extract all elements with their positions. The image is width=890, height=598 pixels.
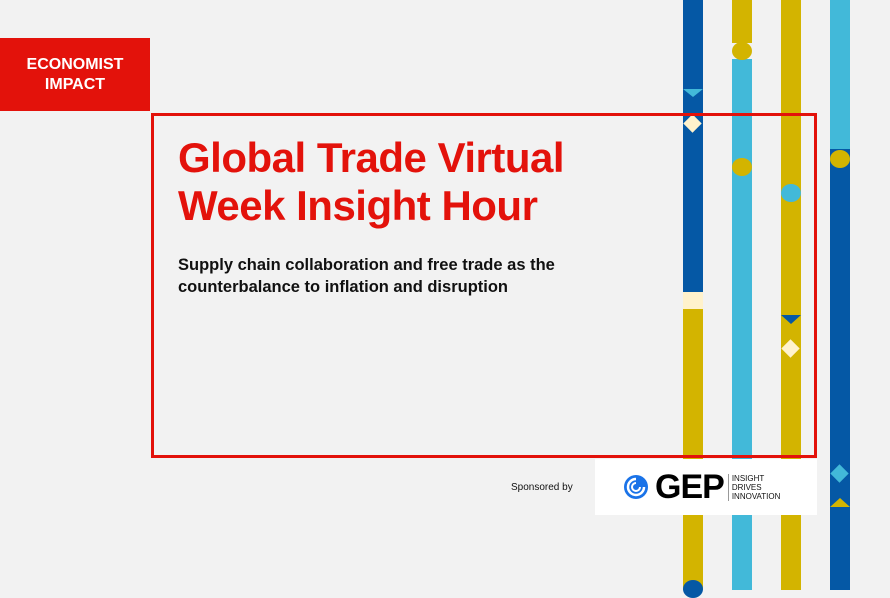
subtitle-line-2: counterbalance to inflation and disrupti… [178,278,509,296]
triangle-icon [830,498,850,507]
decorative-stripe-1 [683,0,703,598]
sponsored-by-label: Sponsored by [511,482,573,493]
brand-line-2: IMPACT [44,75,106,93]
title-line-2: Week Insight Hour [178,182,538,229]
circle-icon [781,184,801,202]
circle-icon [830,150,850,168]
gep-swirl-icon [624,475,648,499]
subtitle-line-1: Supply chain collaboration and free trad… [178,256,555,274]
economist-impact-logo: ECONOMIST IMPACT [0,38,150,111]
gep-sponsor-logo: GEP INSIGHT DRIVES INNOVATION [595,459,817,515]
tagline-line: INNOVATION [731,491,781,501]
page-title: Global Trade Virtual Week Insight Hour [178,134,565,230]
triangle-icon [781,315,801,324]
tagline-line: DRIVES [731,482,762,492]
circle-icon [732,42,752,60]
gep-wordmark: GEP [655,467,725,506]
circle-icon [683,580,703,598]
decorative-stripe-3 [781,0,801,590]
triangle-icon [683,89,703,97]
subtitle: Supply chain collaboration and free trad… [178,254,555,298]
decorative-stripe-4 [830,0,850,590]
gep-tagline: INSIGHT DRIVES INNOVATION [727,473,781,501]
title-line-1: Global Trade Virtual [178,134,565,181]
title-frame [151,113,817,458]
tagline-line: INSIGHT [731,473,765,483]
circle-icon [732,158,752,176]
brand-line-1: ECONOMIST [26,55,124,73]
